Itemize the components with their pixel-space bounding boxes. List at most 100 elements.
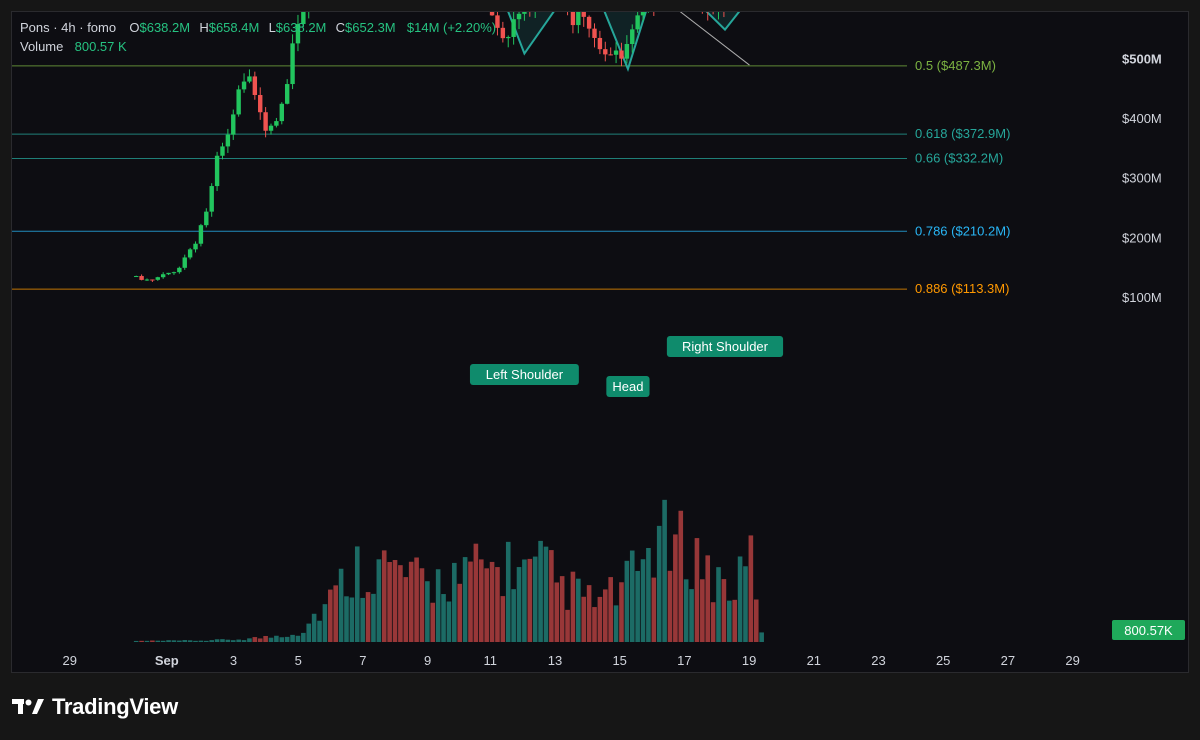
volume-bar [214,639,220,642]
volume-bar [576,578,581,642]
price-chart[interactable]: 0 ($971.7M)0.5 ($487.3M)0.618 ($372.9M)0… [12,12,1190,674]
volume-bar [759,632,764,642]
volume-bar [581,596,587,642]
volume-bar [651,577,657,642]
volume-bar [737,556,743,642]
volume-bar [549,550,554,642]
volume-badge-label: 800.57K [1124,623,1173,638]
open-label: O [129,20,140,35]
x-axis-tick-label: 23 [871,653,885,668]
volume-bar [554,582,560,642]
candle-body [220,146,225,156]
pattern-label-bg [606,376,650,397]
change-value: $14M (+2.20%) [406,20,497,35]
volume-bar [656,525,662,642]
volume-bar [387,562,392,642]
candle-body [236,89,241,115]
volume-bar [371,593,376,642]
volume-bar [511,589,516,642]
candle-body [198,225,204,244]
volume-bar [662,499,667,642]
volume-bar [209,640,214,642]
candle-body [160,274,166,278]
y-axis-tick-label: $100M [1122,290,1162,305]
tradingview-logo-icon [12,699,44,714]
volume-bar [565,609,570,642]
volume-bar [716,567,721,642]
volume-bar [462,557,468,642]
close-value: $652.3M [345,20,396,35]
x-axis-tick-label: 19 [742,653,756,668]
volume-bar [252,637,258,642]
close-label: C [335,20,346,35]
volume-bar [559,576,565,642]
candle-body [516,13,522,20]
volume-bar [311,613,317,642]
volume-bar [220,639,225,642]
volume-bar [139,640,144,642]
chart-panel[interactable]: 0 ($971.7M)0.5 ($487.3M)0.618 ($372.9M)0… [11,11,1189,673]
candle-body [576,12,581,26]
volume-bar [328,589,333,642]
candle-body [511,19,516,37]
fib-level-label: 0.618 ($372.9M) [915,126,1010,141]
candle-body [489,12,495,16]
volume-bar [694,538,700,642]
candle-body [500,27,506,39]
x-axis-tick-label: 5 [295,653,302,668]
candle-body [284,84,290,104]
volume-bar [160,640,166,642]
tradingview-logo[interactable]: TradingView [12,694,178,720]
y-axis-tick-label: $400M [1122,111,1162,126]
candle-body [231,114,236,135]
volume-bar [171,640,177,642]
volume-bar [381,550,387,642]
volume-bar [532,556,538,642]
candle-body [613,50,619,55]
candle-body [581,12,586,17]
candle-body [597,37,603,50]
volume-bar [290,634,295,642]
volume-bar [597,596,603,642]
volume-bar [592,607,597,642]
volume-bar [726,600,732,642]
pattern-fill [508,12,739,70]
candle-body [279,103,284,122]
candle-body [301,12,306,25]
x-axis-tick-label: 15 [612,653,626,668]
volume-bar [182,640,188,642]
candle-body [570,12,576,26]
volume-bar [543,546,549,642]
volume-bar [667,570,673,642]
pattern-outline [507,12,741,72]
volume-bar [193,640,198,642]
volume-bar [284,636,290,642]
volume-bar [495,567,500,642]
volume-bar [527,558,533,642]
volume-bar [392,560,398,642]
volume-bar [446,601,452,642]
pattern-label-bg [469,364,579,385]
volume-bar [435,569,441,642]
volume-bar [333,585,339,642]
high-value: $658.4M [208,20,260,35]
volume-bar [678,510,684,642]
pattern-label-text: Right Shoulder [682,339,769,354]
volume-bar [263,635,268,642]
volume-bar [608,577,613,642]
volume-bar [505,541,511,642]
pattern-label-text: Head [612,379,643,394]
volume-bar [354,546,360,642]
volume-bar [198,640,204,642]
volume-bar [295,635,301,642]
volume-bar [133,640,139,642]
volume-bar [478,559,484,642]
volume-bar [349,597,355,642]
volume-bar [624,560,630,642]
volume-badge [1112,620,1185,640]
volume-bar [452,562,457,642]
volume-bar [732,599,737,642]
candle-body [592,28,597,38]
volume-bar [570,571,576,642]
candle-body [241,81,247,90]
